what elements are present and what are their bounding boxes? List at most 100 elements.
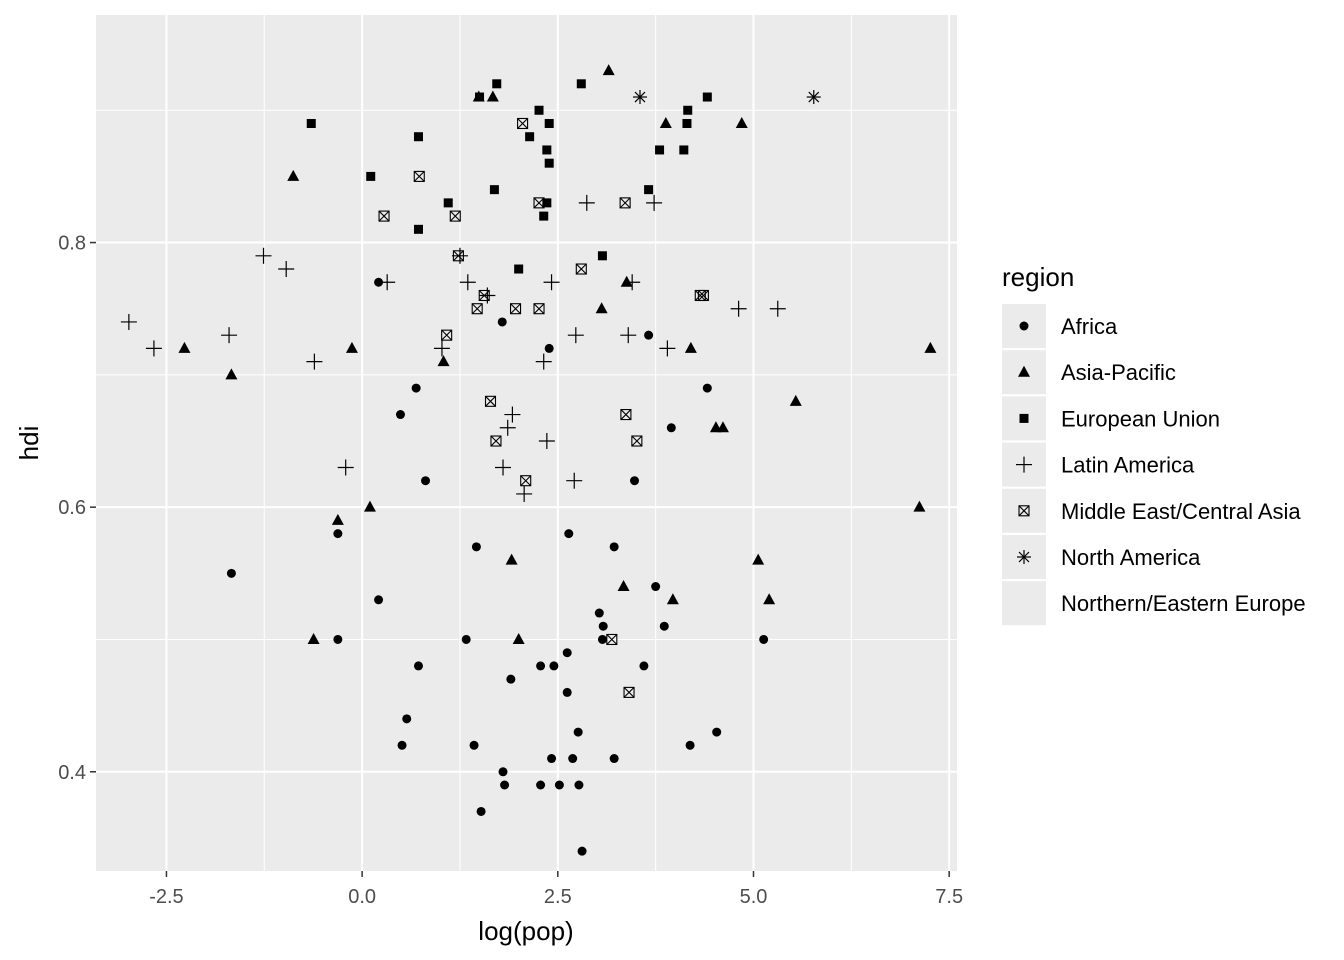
point-middle-east-central-asia [697, 289, 709, 302]
point-africa [644, 330, 654, 340]
point-africa [395, 410, 405, 420]
point-european-union [679, 145, 689, 155]
point-asia-pacific [225, 368, 238, 380]
point-european-union [655, 145, 665, 155]
point-africa [609, 542, 619, 552]
point-european-union [542, 198, 552, 208]
point-european-union [489, 185, 499, 195]
panel-background [96, 15, 957, 871]
point-asia-pacific [789, 394, 802, 406]
point-middle-east-central-asia [478, 289, 490, 302]
x-axis-title: log(pop) [478, 916, 573, 946]
point-middle-east-central-asia [413, 170, 425, 182]
point-european-union [413, 132, 423, 142]
point-africa [651, 582, 661, 592]
point-latin-america [278, 261, 295, 278]
point-latin-america [516, 485, 533, 502]
legend-item-european-union: European Union [1002, 396, 1220, 441]
point-middle-east-central-asia [452, 250, 464, 262]
point-africa [659, 621, 669, 631]
point-european-union [682, 118, 692, 128]
legend-key [1002, 581, 1046, 626]
point-asia-pacific [287, 169, 300, 181]
point-asia-pacific [602, 64, 615, 76]
point-latin-america [499, 419, 516, 436]
x-tick-label: 7.5 [935, 886, 963, 908]
point-africa [759, 634, 769, 644]
point-middle-east-central-asia [619, 197, 631, 209]
point-european-union [539, 211, 549, 221]
point-asia-pacific [505, 553, 518, 565]
point-middle-east-central-asia [378, 210, 390, 222]
point-asia-pacific [331, 513, 344, 525]
legend-symbol [1019, 321, 1029, 331]
point-africa [476, 806, 486, 816]
point-european-union [576, 79, 586, 89]
legend-item-northern-eastern-europe: Northern/Eastern Europe [1002, 581, 1306, 626]
point-european-union [413, 224, 423, 234]
point-asia-pacific [659, 116, 672, 128]
point-africa [536, 780, 546, 790]
point-middle-east-central-asia [575, 263, 587, 275]
point-latin-america [535, 353, 552, 370]
point-africa [666, 423, 676, 433]
point-africa [568, 754, 578, 764]
point-africa [562, 648, 572, 658]
point-european-union [597, 251, 607, 261]
point-asia-pacific [735, 116, 748, 128]
point-asia-pacific [763, 593, 776, 605]
legend-item-africa: Africa [1002, 304, 1118, 348]
point-africa [411, 383, 421, 393]
point-latin-america [543, 274, 560, 291]
point-africa [374, 595, 384, 605]
point-european-union [443, 198, 453, 208]
point-asia-pacific [924, 341, 937, 353]
point-asia-pacific [620, 275, 633, 287]
legend-item-asia-pacific: Asia-Pacific [1002, 350, 1176, 395]
x-tick-label: 0.0 [348, 886, 376, 908]
point-africa [497, 317, 507, 327]
legend-title: region [1002, 262, 1074, 292]
y-tick-label: 0.4 [58, 762, 86, 784]
legend-label: Middle East/Central Asia [1061, 499, 1301, 524]
point-middle-east-central-asia [449, 210, 461, 222]
point-asia-pacific [716, 421, 729, 433]
point-latin-america [459, 274, 476, 291]
point-latin-america [659, 340, 676, 357]
point-middle-east-central-asia [520, 475, 532, 487]
point-european-union [534, 105, 544, 115]
point-africa [630, 476, 640, 486]
point-asia-pacific [684, 341, 697, 353]
x-tick-label: -2.5 [149, 886, 183, 908]
point-middle-east-central-asia [471, 303, 483, 315]
point-north-america [806, 90, 821, 105]
point-latin-america [769, 300, 786, 317]
point-european-union [702, 92, 712, 102]
legend-symbol [1016, 456, 1032, 473]
point-africa [573, 727, 583, 737]
legend-label: North America [1061, 545, 1201, 570]
point-latin-america [337, 459, 354, 476]
legend-symbol [1018, 505, 1030, 517]
y-tick-label: 0.6 [58, 497, 86, 519]
point-latin-america [221, 327, 238, 344]
point-asia-pacific [307, 632, 320, 644]
point-africa [549, 661, 559, 671]
point-european-union [514, 264, 524, 274]
point-european-union [366, 171, 376, 181]
y-axis-title: hdi [14, 426, 44, 461]
point-africa [574, 780, 584, 790]
point-asia-pacific [345, 341, 358, 353]
point-latin-america [120, 313, 137, 330]
point-middle-east-central-asia [441, 329, 453, 341]
point-africa [712, 727, 722, 737]
point-asia-pacific [595, 302, 608, 314]
y-axis-ticks: 0.4 0.6 0.8 [58, 233, 96, 784]
point-asia-pacific [437, 355, 450, 367]
point-asia-pacific [666, 593, 679, 605]
point-africa [577, 846, 587, 856]
point-africa [544, 343, 554, 353]
point-africa [374, 277, 384, 287]
point-middle-east-central-asia [631, 435, 643, 447]
point-european-union [306, 118, 316, 128]
